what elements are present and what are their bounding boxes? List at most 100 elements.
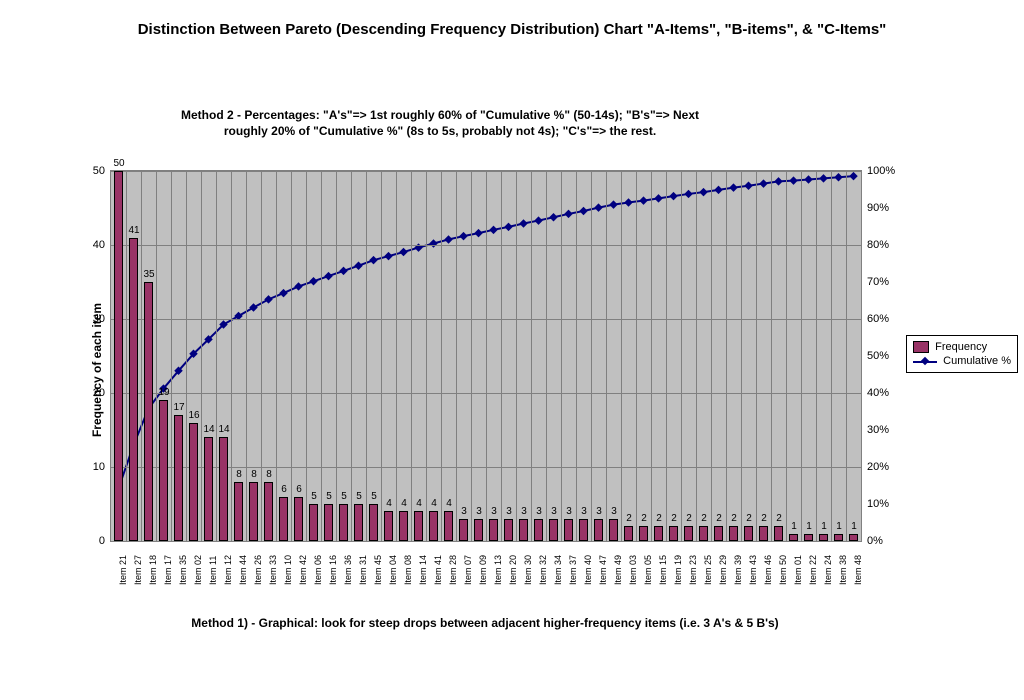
line-marker: [669, 192, 677, 200]
gridline-v: [396, 171, 397, 541]
x-tick-label: Item 05: [643, 555, 653, 585]
gridline-v: [201, 171, 202, 541]
bar: [849, 534, 858, 541]
gridline-v: [606, 171, 607, 541]
gridline-v: [381, 171, 382, 541]
x-tick-label: Item 22: [808, 555, 818, 585]
y-right-tick: 70%: [867, 276, 907, 288]
gridline-v: [651, 171, 652, 541]
bar-value-label: 8: [260, 469, 278, 480]
y-right-tick: 40%: [867, 387, 907, 399]
gridline-v: [456, 171, 457, 541]
line-marker: [474, 229, 482, 237]
chart-container: Method 2 - Percentages: "A's"=> 1st roug…: [60, 100, 870, 640]
line-marker: [744, 182, 752, 190]
line-marker: [789, 176, 797, 184]
x-tick-label: Item 09: [478, 555, 488, 585]
x-tick-label: Item 18: [148, 555, 158, 585]
bar: [159, 400, 168, 541]
gridline-v: [336, 171, 337, 541]
bar: [549, 519, 558, 541]
line-marker: [369, 256, 377, 264]
bar: [294, 497, 303, 541]
line-marker: [354, 261, 362, 269]
gridline-v: [861, 171, 862, 541]
bar: [459, 519, 468, 541]
bar: [699, 526, 708, 541]
x-tick-label: Item 28: [448, 555, 458, 585]
x-tick-label: Item 21: [118, 555, 128, 585]
line-marker: [309, 277, 317, 285]
bar: [804, 534, 813, 541]
line-marker: [609, 200, 617, 208]
line-marker: [489, 226, 497, 234]
bar: [444, 511, 453, 541]
x-tick-label: Item 07: [463, 555, 473, 585]
bar: [399, 511, 408, 541]
gridline-v: [186, 171, 187, 541]
gridline-v: [711, 171, 712, 541]
y-right-tick: 80%: [867, 239, 907, 251]
bar: [384, 511, 393, 541]
x-tick-label: Item 02: [193, 555, 203, 585]
gridline-v: [426, 171, 427, 541]
y-right-tick: 90%: [867, 202, 907, 214]
x-tick-label: Item 34: [553, 555, 563, 585]
bar: [429, 511, 438, 541]
gridline-v: [561, 171, 562, 541]
bar: [789, 534, 798, 541]
chart-main-title: Distinction Between Pareto (Descending F…: [0, 0, 1024, 44]
x-tick-label: Item 39: [733, 555, 743, 585]
legend-line-cumulative: [913, 356, 937, 366]
bar: [639, 526, 648, 541]
gridline-v: [771, 171, 772, 541]
line-marker: [684, 190, 692, 198]
x-tick-label: Item 43: [748, 555, 758, 585]
gridline-v: [411, 171, 412, 541]
line-marker: [459, 232, 467, 240]
gridline-v: [636, 171, 637, 541]
line-marker: [699, 188, 707, 196]
bar: [594, 519, 603, 541]
bar: [624, 526, 633, 541]
gridline-v: [321, 171, 322, 541]
bar: [219, 437, 228, 541]
line-marker: [219, 320, 227, 328]
bar-value-label: 19: [155, 387, 173, 398]
x-tick-label: Item 15: [658, 555, 668, 585]
gridline-v: [786, 171, 787, 541]
chart-subtitle: Method 2 - Percentages: "A's"=> 1st roug…: [180, 108, 700, 139]
x-tick-label: Item 46: [763, 555, 773, 585]
line-marker: [549, 213, 557, 221]
x-tick-label: Item 29: [718, 555, 728, 585]
bar: [564, 519, 573, 541]
x-tick-label: Item 13: [493, 555, 503, 585]
x-tick-label: Item 40: [583, 555, 593, 585]
gridline-v: [501, 171, 502, 541]
legend-item-frequency: Frequency: [913, 340, 1011, 354]
line-marker: [774, 177, 782, 185]
gridline-v: [366, 171, 367, 541]
y-right-tick: 20%: [867, 461, 907, 473]
bar: [534, 519, 543, 541]
bar: [489, 519, 498, 541]
y-right-tick: 50%: [867, 350, 907, 362]
x-tick-label: Item 47: [598, 555, 608, 585]
gridline-v: [351, 171, 352, 541]
bar: [144, 282, 153, 541]
x-tick-label: Item 30: [523, 555, 533, 585]
x-tick-label: Item 41: [433, 555, 443, 585]
line-marker: [339, 267, 347, 275]
line-marker: [624, 198, 632, 206]
gridline-v: [696, 171, 697, 541]
bar: [669, 526, 678, 541]
x-tick-label: Item 08: [403, 555, 413, 585]
line-marker: [819, 174, 827, 182]
gridline-h: [111, 541, 861, 542]
gridline-v: [576, 171, 577, 541]
line-marker: [429, 239, 437, 247]
line-marker: [204, 335, 212, 343]
x-tick-label: Item 06: [313, 555, 323, 585]
gridline-v: [261, 171, 262, 541]
x-tick-label: Item 32: [538, 555, 548, 585]
